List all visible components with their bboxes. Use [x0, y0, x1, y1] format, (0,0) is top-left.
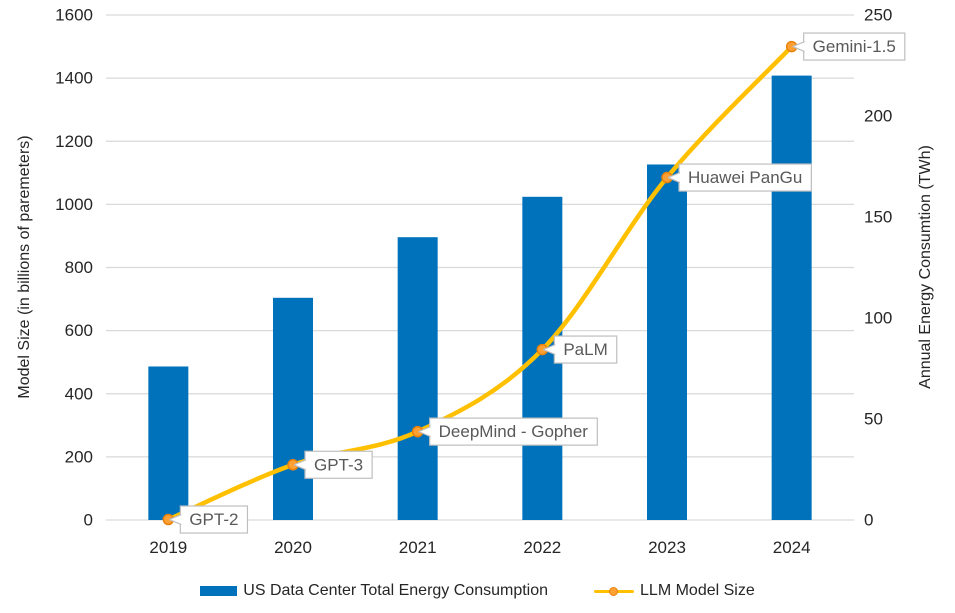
llm-model-size-line [166, 44, 794, 522]
callout-tail-outline [543, 344, 556, 356]
callout-tail-outline [169, 513, 182, 526]
callout-tail [792, 41, 805, 52]
left-axis-tick-label: 1200 [55, 132, 93, 151]
left-axis-tick-label: 1400 [55, 69, 93, 88]
callout-tail [169, 514, 182, 525]
left-axis-tick-label: 400 [65, 384, 93, 403]
right-axis-tick-label: 100 [864, 309, 892, 328]
callout-tail-outline [792, 41, 805, 53]
callout-tail-outline [293, 459, 307, 471]
callout-text-3: PaLM [563, 340, 607, 359]
left-axis-tick-label: 800 [65, 258, 93, 277]
right-axis-tick-label: 200 [864, 107, 892, 126]
line-swatch-marker-icon [609, 586, 619, 596]
legend-item-model-size: LLM Model Size [594, 582, 755, 600]
x-axis-tick-label: 2021 [399, 538, 437, 557]
left-axis-title: Model Size (in billions of paremeters) [16, 135, 33, 399]
callout-box-palm [553, 335, 618, 364]
right-axis-tick-label: 50 [864, 410, 883, 429]
x-axis-tick-label: 2023 [648, 538, 686, 557]
legend: US Data Center Total Energy Consumption … [0, 582, 955, 600]
callout-box-gemini-1.5 [803, 32, 906, 61]
bar-2020 [273, 297, 313, 520]
callout-box-gpt-3 [304, 450, 373, 479]
right-axis-tick-label: 150 [864, 208, 892, 227]
left-axis-tick-label: 0 [84, 511, 93, 530]
left-axis-tick-label: 200 [65, 447, 93, 466]
callout-box-deepmind-gopher [429, 417, 598, 446]
legend-label-model-size: LLM Model Size [640, 582, 755, 599]
legend-label-energy: US Data Center Total Energy Consumption [243, 582, 549, 599]
right-axis-title: Annual Energy Consumtion (TWh) [917, 145, 934, 389]
right-axis-tick-label: 0 [864, 511, 873, 530]
bar-2024 [771, 75, 812, 520]
x-axis-tick-label: 2024 [773, 538, 811, 557]
bar-2019 [148, 366, 189, 520]
bar-2023 [647, 164, 687, 521]
left-axis-tick-label: 600 [65, 321, 93, 340]
bar-series-swatch-icon [200, 586, 238, 596]
bar-2021 [397, 237, 438, 520]
callout-tail [418, 426, 431, 437]
right-axis-tick-label: 250 [864, 6, 892, 25]
legend-item-energy: US Data Center Total Energy Consumption [200, 582, 548, 600]
callout-text-2: DeepMind - Gopher [439, 422, 589, 441]
callout-tail-outline [667, 171, 681, 184]
callout-text-5: Gemini-1.5 [813, 37, 896, 56]
callout-box-huawei-pangu [678, 163, 812, 192]
callout-text-0: GPT-2 [189, 510, 238, 529]
x-axis-tick-label: 2020 [274, 538, 312, 557]
left-axis-tick-label: 1600 [55, 6, 93, 25]
x-axis-tick-label: 2019 [149, 538, 187, 557]
left-axis-tick-label: 1000 [55, 195, 93, 214]
callout-tail [294, 459, 306, 470]
callout-text-4: Huawei PanGu [688, 168, 802, 187]
callout-box-gpt-2 [179, 505, 249, 534]
callout-tail [543, 344, 556, 355]
callout-tail-outline [418, 426, 431, 438]
callout-tail [668, 172, 680, 183]
x-axis-tick-label: 2022 [523, 538, 561, 557]
callout-text-1: GPT-3 [314, 455, 363, 474]
line-series-swatch-icon [594, 585, 635, 597]
